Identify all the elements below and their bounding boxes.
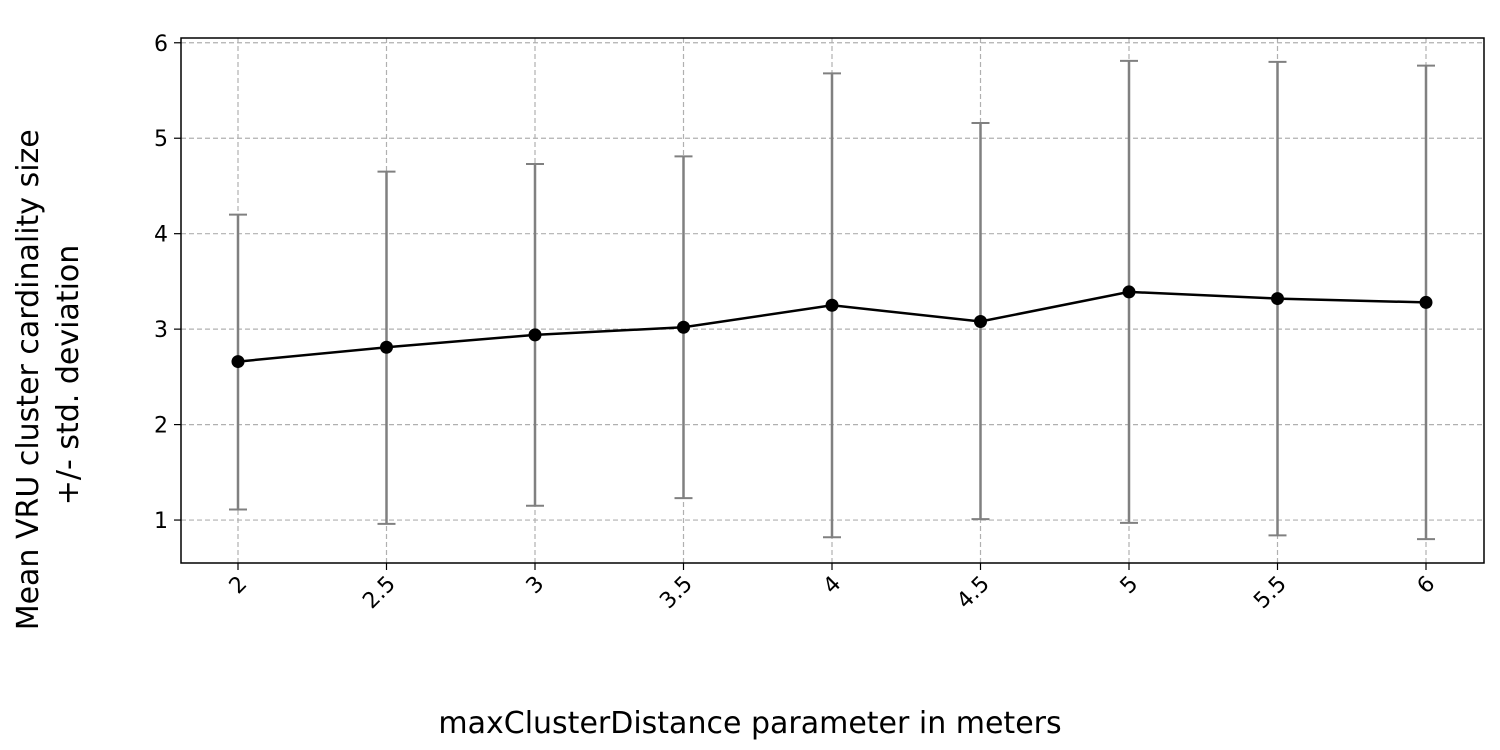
data-point	[974, 315, 987, 328]
y-axis: 1 2 3 4 5 6	[154, 32, 181, 534]
y-tick-label: 3	[154, 318, 168, 343]
data-point	[1122, 285, 1136, 299]
y-tick-label: 4	[154, 223, 168, 248]
data-point	[528, 328, 542, 342]
x-axis-label: maxClusterDistance parameter in meters	[438, 706, 1061, 741]
y-tick-label: 5	[154, 127, 168, 152]
x-tick-label: 4	[819, 572, 847, 600]
x-tick-label: 2	[225, 572, 253, 600]
data-point	[231, 355, 245, 369]
data-point	[677, 320, 690, 334]
data-point	[825, 298, 839, 312]
x-tick-label: 4.5	[952, 572, 994, 614]
data-point	[1271, 292, 1284, 306]
y-tick-label: 1	[154, 509, 168, 534]
y-axis-label: Mean VRU cluster cardinality size +/- st…	[11, 120, 86, 631]
x-axis: 2 2.5 3 3.5 4 4.5 5 5.5 6	[225, 563, 1441, 614]
y-axis-label-line-1: Mean VRU cluster cardinality size	[11, 129, 46, 630]
mean-series	[231, 285, 1433, 369]
y-tick-label: 2	[154, 414, 168, 439]
x-tick-label: 5	[1116, 572, 1144, 600]
x-tick-label: 6	[1413, 572, 1441, 600]
data-point	[1419, 295, 1433, 309]
x-tick-label: 3	[522, 572, 550, 600]
data-point	[380, 340, 393, 354]
x-tick-label: 5.5	[1249, 572, 1291, 614]
y-axis-label-line-2: +/- std. deviation	[51, 245, 86, 506]
x-tick-label: 2.5	[358, 572, 400, 614]
y-tick-label: 6	[154, 32, 168, 57]
x-tick-label: 3.5	[655, 572, 697, 614]
